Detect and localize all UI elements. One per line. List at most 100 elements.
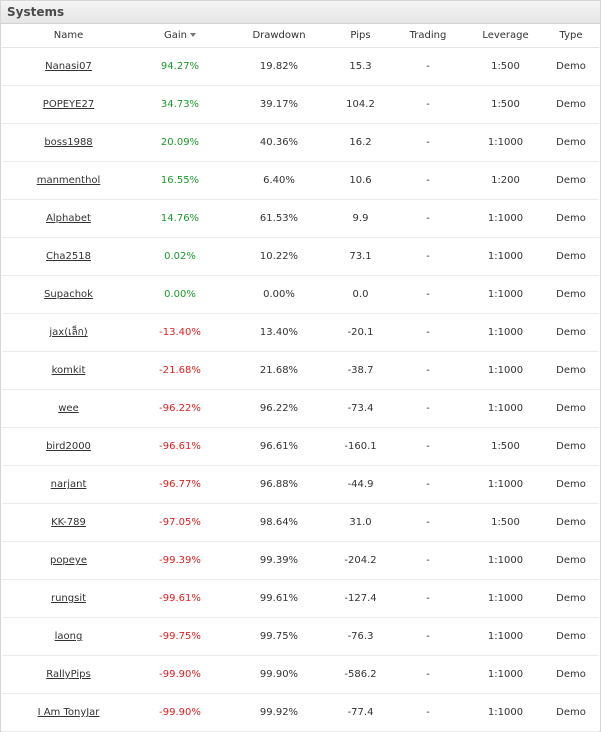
type-column-cell: Demo xyxy=(543,275,599,314)
system-name-link[interactable]: I Am TonyJar xyxy=(37,707,100,718)
leverage-cell: 1:1000 xyxy=(487,289,524,300)
system-name-link[interactable]: boss1988 xyxy=(44,137,93,148)
leverage-cell: 1:1000 xyxy=(487,137,524,148)
gain-cell: -99.90% xyxy=(159,707,201,718)
system-name-link[interactable]: KK-789 xyxy=(51,517,86,528)
table-row: popeye -99.39% 99.39% -204.2 - 1:1000 Demo xyxy=(2,541,599,580)
system-name-link[interactable]: Nanasi07 xyxy=(45,61,92,72)
gain-cell: 34.73% xyxy=(160,99,200,110)
column-header-gain[interactable]: Gain xyxy=(135,24,225,48)
trading-column-cell: - xyxy=(388,275,468,314)
trading-column-cell: - xyxy=(388,427,468,466)
column-header-leverage[interactable]: Leverage xyxy=(468,24,543,48)
pips-cell: 15.3 xyxy=(349,61,372,72)
gain-cell: -99.39% xyxy=(159,555,201,566)
gain-column-cell: -13.40% xyxy=(135,313,225,352)
drawdown-cell: 99.39% xyxy=(259,555,299,566)
leverage-cell: 1:1000 xyxy=(487,251,524,262)
name-column-cell: Supachok xyxy=(2,275,135,314)
leverage-column-cell: 1:500 xyxy=(468,503,543,542)
leverage-column-cell: 1:1000 xyxy=(468,237,543,276)
type-column-cell: Demo xyxy=(543,47,599,86)
trading-cell: - xyxy=(426,555,430,566)
system-name-link[interactable]: laong xyxy=(54,631,83,642)
column-header-name[interactable]: Name xyxy=(2,24,135,48)
drawdown-cell: 99.90% xyxy=(259,669,299,680)
gain-column-cell: -99.61% xyxy=(135,579,225,618)
column-header-trading[interactable]: Trading xyxy=(388,24,468,48)
pips-column-cell: 104.2 xyxy=(333,85,388,124)
pips-column-cell: -160.1 xyxy=(333,427,388,466)
table-row: RallyPips -99.90% 99.90% -586.2 - 1:1000 Demo xyxy=(2,655,599,694)
trading-column-cell: - xyxy=(388,123,468,162)
trading-column-cell: - xyxy=(388,541,468,580)
gain-cell: 16.55% xyxy=(160,175,200,186)
gain-column-cell: -96.22% xyxy=(135,389,225,428)
pips-column-cell: -44.9 xyxy=(333,465,388,504)
gain-column-cell: 94.27% xyxy=(135,47,225,86)
column-header-pips[interactable]: Pips xyxy=(333,24,388,48)
system-name-link[interactable]: Cha2518 xyxy=(46,251,91,262)
gain-column-cell: -99.39% xyxy=(135,541,225,580)
name-column-cell: POPEYE27 xyxy=(2,85,135,124)
type-column-cell: Demo xyxy=(543,123,599,162)
type-cell: Demo xyxy=(556,99,586,110)
gain-column-cell: -97.05% xyxy=(135,503,225,542)
trading-cell: - xyxy=(426,631,430,642)
type-cell: Demo xyxy=(556,61,586,72)
gain-cell: -99.75% xyxy=(159,631,201,642)
system-name-link[interactable]: jax(เล็ก) xyxy=(49,327,88,338)
table-row: laong -99.75% 99.75% -76.3 - 1:1000 Demo xyxy=(2,617,599,656)
system-name-link[interactable]: wee xyxy=(58,403,79,414)
type-cell: Demo xyxy=(556,403,586,414)
drawdown-cell: 39.17% xyxy=(259,99,299,110)
trading-column-cell: - xyxy=(388,47,468,86)
type-cell: Demo xyxy=(556,137,586,148)
leverage-column-cell: 1:1000 xyxy=(468,541,543,580)
system-name-link[interactable]: rungsit xyxy=(50,593,87,604)
drawdown-column-cell: 6.40% xyxy=(225,161,333,200)
drawdown-column-cell: 10.22% xyxy=(225,237,333,276)
drawdown-cell: 99.92% xyxy=(259,707,299,718)
system-name-link[interactable]: Alphabet xyxy=(46,213,91,224)
system-name-link[interactable]: Supachok xyxy=(44,289,93,300)
name-column-cell: boss1988 xyxy=(2,123,135,162)
leverage-column-cell: 1:1000 xyxy=(468,617,543,656)
trading-cell: - xyxy=(426,669,430,680)
type-column-cell: Demo xyxy=(543,351,599,390)
system-name-link[interactable]: popeye xyxy=(49,555,88,566)
trading-column-cell: - xyxy=(388,351,468,390)
leverage-column-cell: 1:200 xyxy=(468,161,543,200)
drawdown-column-cell: 99.90% xyxy=(225,655,333,694)
system-name-link[interactable]: narjant xyxy=(50,479,87,490)
system-name-link[interactable]: POPEYE27 xyxy=(42,99,95,110)
system-name-link[interactable]: bird2000 xyxy=(46,441,91,452)
leverage-column-cell: 1:1000 xyxy=(468,351,543,390)
gain-column-cell: 34.73% xyxy=(135,85,225,124)
leverage-cell: 1:1000 xyxy=(487,593,524,604)
name-column-cell: manmenthol xyxy=(2,161,135,200)
pips-column-cell: 10.6 xyxy=(333,161,388,200)
leverage-cell: 1:1000 xyxy=(487,707,524,718)
drawdown-column-cell: 13.40% xyxy=(225,313,333,352)
name-column-cell: Alphabet xyxy=(2,199,135,238)
system-name-link[interactable]: RallyPips xyxy=(46,669,91,680)
name-column-cell: narjant xyxy=(2,465,135,504)
trading-column-cell: - xyxy=(388,199,468,238)
pips-cell: -44.9 xyxy=(347,479,374,490)
pips-column-cell: -20.1 xyxy=(333,313,388,352)
leverage-cell: 1:1000 xyxy=(487,213,524,224)
trading-column-cell: - xyxy=(388,389,468,428)
type-column-cell: Demo xyxy=(543,199,599,238)
gain-cell: -96.77% xyxy=(159,479,201,490)
drawdown-cell: 0.00% xyxy=(263,289,295,300)
name-column-cell: popeye xyxy=(2,541,135,580)
type-cell: Demo xyxy=(556,289,586,300)
column-header-drawdown[interactable]: Drawdown xyxy=(225,24,333,48)
trading-cell: - xyxy=(426,175,430,186)
column-header-type[interactable]: Type xyxy=(543,24,599,48)
system-name-link[interactable]: komkit xyxy=(51,365,86,376)
trading-column-cell: - xyxy=(388,465,468,504)
system-name-link[interactable]: manmenthol xyxy=(36,175,101,186)
gain-cell: 0.02% xyxy=(164,251,196,262)
